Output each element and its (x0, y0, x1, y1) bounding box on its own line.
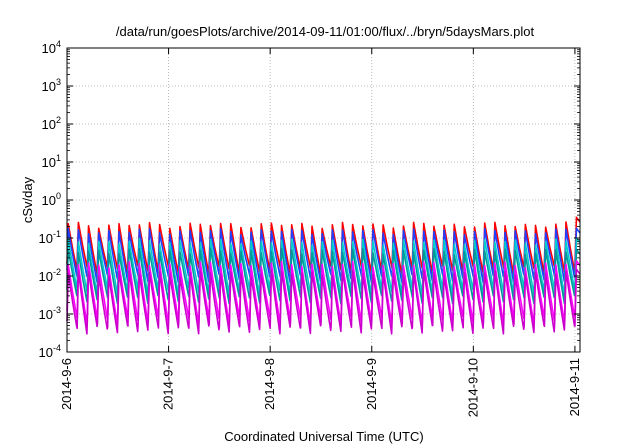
x-tick-label: 2014-9-10 (465, 358, 480, 417)
y-tick-label: 10-2 (39, 267, 61, 284)
x-tick-label: 2014-9-7 (161, 358, 176, 410)
y-tick-label: 10-1 (39, 229, 61, 246)
y-tick-label: 102 (42, 115, 61, 132)
x-axis-ticks: 2014-9-6 2014-9-7 2014-9-8 2014-9-9 2014-9-1… (59, 48, 582, 417)
y-axis-label: cSv/day (20, 176, 35, 223)
chart-title: /data/run/goesPlots/archive/2014-09-11/0… (116, 24, 535, 39)
series-lines (66, 216, 581, 335)
y-tick-label: 10-4 (39, 343, 61, 360)
x-axis-label: Coordinated Universal Time (UTC) (224, 429, 423, 444)
y-tick-label: 103 (42, 77, 61, 94)
y-tick-label: 104 (42, 39, 61, 56)
series-line (66, 268, 581, 335)
y-axis-ticks: 10-4 10-3 10-2 10-1 100 101 102 103 104 (39, 39, 580, 360)
x-tick-label: 2014-9-6 (59, 358, 74, 410)
y-tick-label: 101 (42, 153, 61, 170)
y-tick-label: 10-3 (39, 305, 61, 322)
x-tick-label: 2014-9-9 (364, 358, 379, 410)
y-tick-label: 100 (42, 191, 61, 208)
x-tick-label: 2014-9-11 (567, 358, 582, 416)
x-tick-label: 2014-9-8 (262, 358, 277, 410)
